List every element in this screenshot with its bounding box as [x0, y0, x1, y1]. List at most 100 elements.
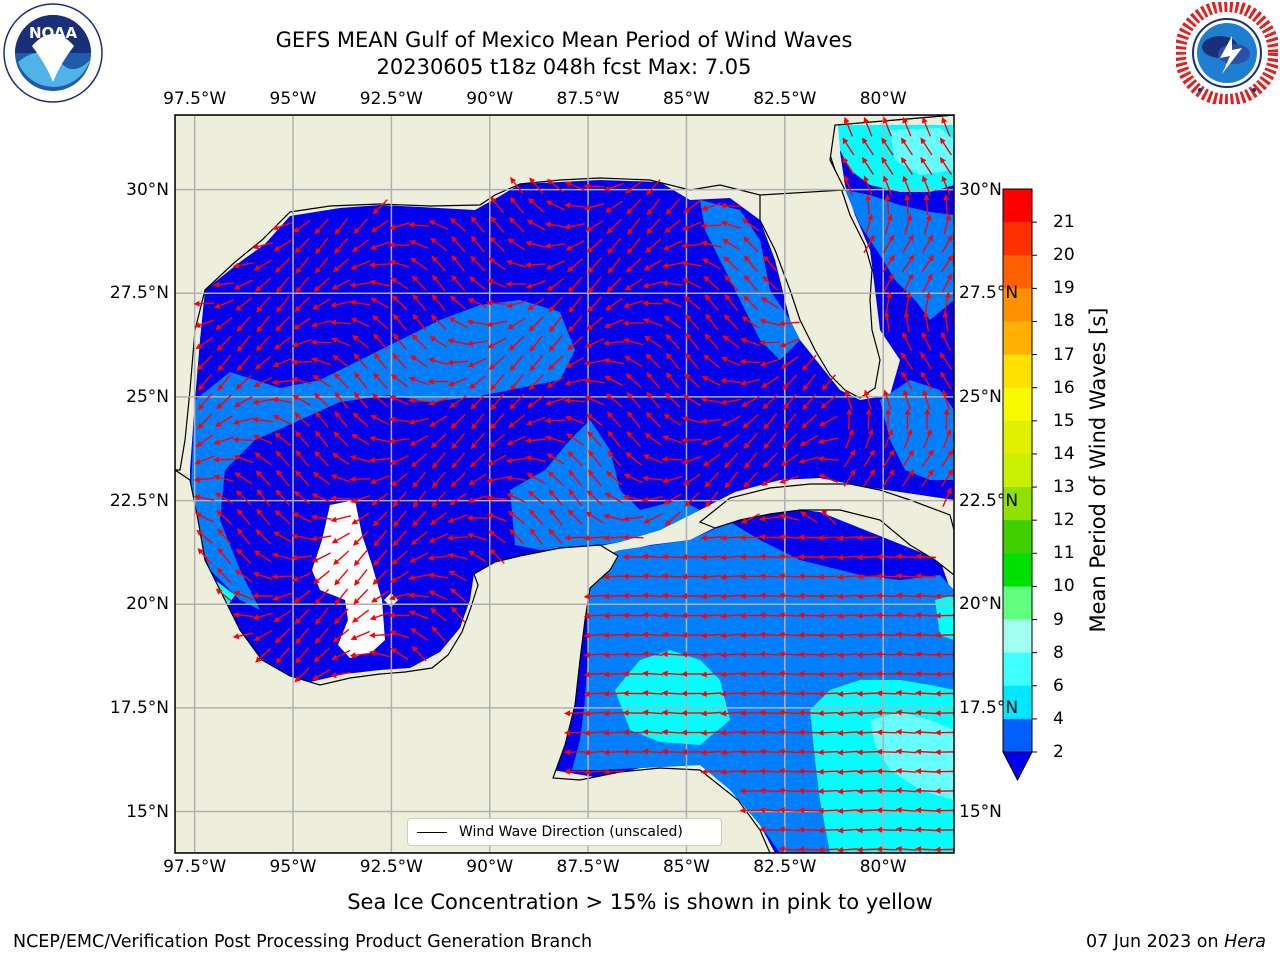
wind-wave-arrow	[778, 573, 800, 580]
wind-wave-arrow	[778, 553, 800, 560]
wind-wave-arrow	[216, 567, 232, 584]
wind-wave-arrow	[334, 237, 349, 254]
wind-wave-arrow	[583, 359, 605, 366]
wind-wave-arrow	[902, 389, 911, 410]
wind-wave-arrow	[255, 470, 271, 487]
wind-wave-arrow	[529, 335, 544, 352]
wind-wave-arrow	[863, 449, 875, 468]
nws-logo	[1176, 2, 1278, 104]
wind-wave-arrow	[645, 238, 662, 254]
wind-wave-arrow	[720, 671, 742, 678]
wind-wave-arrow	[583, 534, 605, 541]
wind-wave-arrow	[449, 395, 467, 408]
wind-wave-arrow	[607, 237, 622, 255]
colorbar-segment	[1003, 189, 1032, 223]
wind-wave-arrow	[373, 352, 388, 370]
wind-wave-arrow	[643, 513, 663, 524]
wind-wave-arrow	[237, 335, 251, 352]
wind-wave-arrow	[642, 670, 664, 677]
wind-wave-arrow	[820, 394, 837, 409]
wind-wave-arrow	[821, 374, 836, 391]
wind-wave-arrow	[252, 398, 273, 406]
wind-wave-arrow	[622, 494, 644, 501]
wind-wave-arrow	[314, 257, 329, 274]
wind-wave-arrow	[487, 454, 507, 466]
colorbar-segment	[1003, 420, 1032, 455]
colorbar-segment	[1003, 288, 1032, 322]
wind-wave-arrow	[861, 156, 874, 175]
wind-wave-arrow	[759, 670, 781, 677]
wind-wave-arrow	[295, 627, 310, 645]
colorbar-segment	[1003, 354, 1032, 389]
wind-wave-arrow	[837, 768, 859, 775]
wind-wave-arrow	[778, 690, 800, 697]
wind-wave-arrow	[863, 389, 872, 410]
wind-wave-arrow	[895, 573, 917, 580]
wind-wave-arrow	[428, 590, 448, 601]
wind-wave-arrow	[334, 569, 349, 586]
wind-wave-arrow	[856, 749, 878, 756]
wind-wave-arrow	[236, 508, 251, 526]
wind-wave-arrow	[389, 630, 410, 639]
wind-wave-arrow	[568, 296, 583, 313]
wind-wave-arrow	[802, 374, 817, 391]
colorbar-tick-label: 19	[1053, 278, 1075, 299]
wind-wave-arrow	[352, 412, 369, 428]
wind-wave-arrow	[471, 235, 485, 253]
wind-wave-arrow	[564, 710, 586, 717]
lon-tick-bottom: 92.5°W	[359, 857, 423, 877]
wind-wave-arrow	[924, 291, 932, 313]
wind-wave-arrow	[664, 219, 681, 234]
wind-wave-arrow	[372, 199, 388, 215]
wind-wave-arrow	[391, 295, 408, 311]
lat-tick-left: 15°N	[126, 801, 169, 822]
wind-wave-arrow	[663, 493, 682, 505]
lon-tick-top: 90°W	[466, 89, 514, 109]
wind-wave-arrow	[682, 473, 701, 486]
wind-wave-arrow	[467, 298, 487, 308]
wind-wave-arrow	[743, 432, 758, 450]
wind-wave-arrow	[466, 319, 488, 326]
wind-wave-arrow	[506, 493, 526, 503]
wind-wave-arrow	[232, 632, 254, 640]
wind-wave-arrow	[313, 392, 330, 408]
wind-wave-arrow	[642, 281, 663, 289]
wind-wave-arrow	[293, 490, 311, 505]
wind-wave-arrow	[759, 631, 781, 638]
wind-wave-arrow	[564, 768, 586, 775]
wind-wave-arrow	[369, 457, 391, 464]
wind-wave-arrow	[508, 217, 525, 233]
gridlines	[175, 115, 954, 853]
wind-wave-arrow	[759, 612, 781, 619]
wind-wave-arrow	[274, 628, 291, 644]
wind-wave-arrow	[901, 468, 915, 487]
wind-wave-arrow	[934, 671, 954, 678]
wind-wave-arrow	[817, 534, 839, 541]
wind-wave-arrow	[821, 509, 837, 525]
wind-wave-arrow	[759, 592, 781, 599]
wind-wave-arrow	[508, 414, 526, 428]
wind-wave-arrow	[606, 471, 623, 486]
wind-wave-arrow	[373, 549, 388, 567]
wind-wave-arrow	[253, 259, 273, 271]
lon-tick-bottom: 80°W	[859, 857, 907, 877]
wind-wave-arrow	[603, 690, 625, 697]
lat-tick-left: 22.5°N	[109, 490, 169, 511]
wind-wave-arrow	[900, 137, 913, 156]
wind-wave-arrow	[837, 749, 859, 756]
wind-wave-arrow	[488, 257, 506, 271]
wind-wave-arrow	[915, 651, 937, 658]
wind-wave-arrow	[798, 846, 820, 853]
wind-wave-arrow	[818, 415, 838, 427]
wind-wave-arrow	[371, 315, 389, 330]
wind-wave-arrow	[700, 671, 722, 678]
wind-wave-arrow	[904, 194, 911, 216]
wind-wave-arrow	[314, 450, 330, 467]
wind-wave-arrow	[294, 238, 310, 254]
wind-wave-arrow	[720, 690, 742, 697]
wind-wave-arrow	[234, 569, 253, 583]
wind-wave-arrow	[295, 257, 310, 274]
wind-wave-arrow	[447, 552, 468, 560]
wind-wave-arrow	[681, 632, 703, 639]
wind-wave-arrow	[312, 471, 331, 485]
